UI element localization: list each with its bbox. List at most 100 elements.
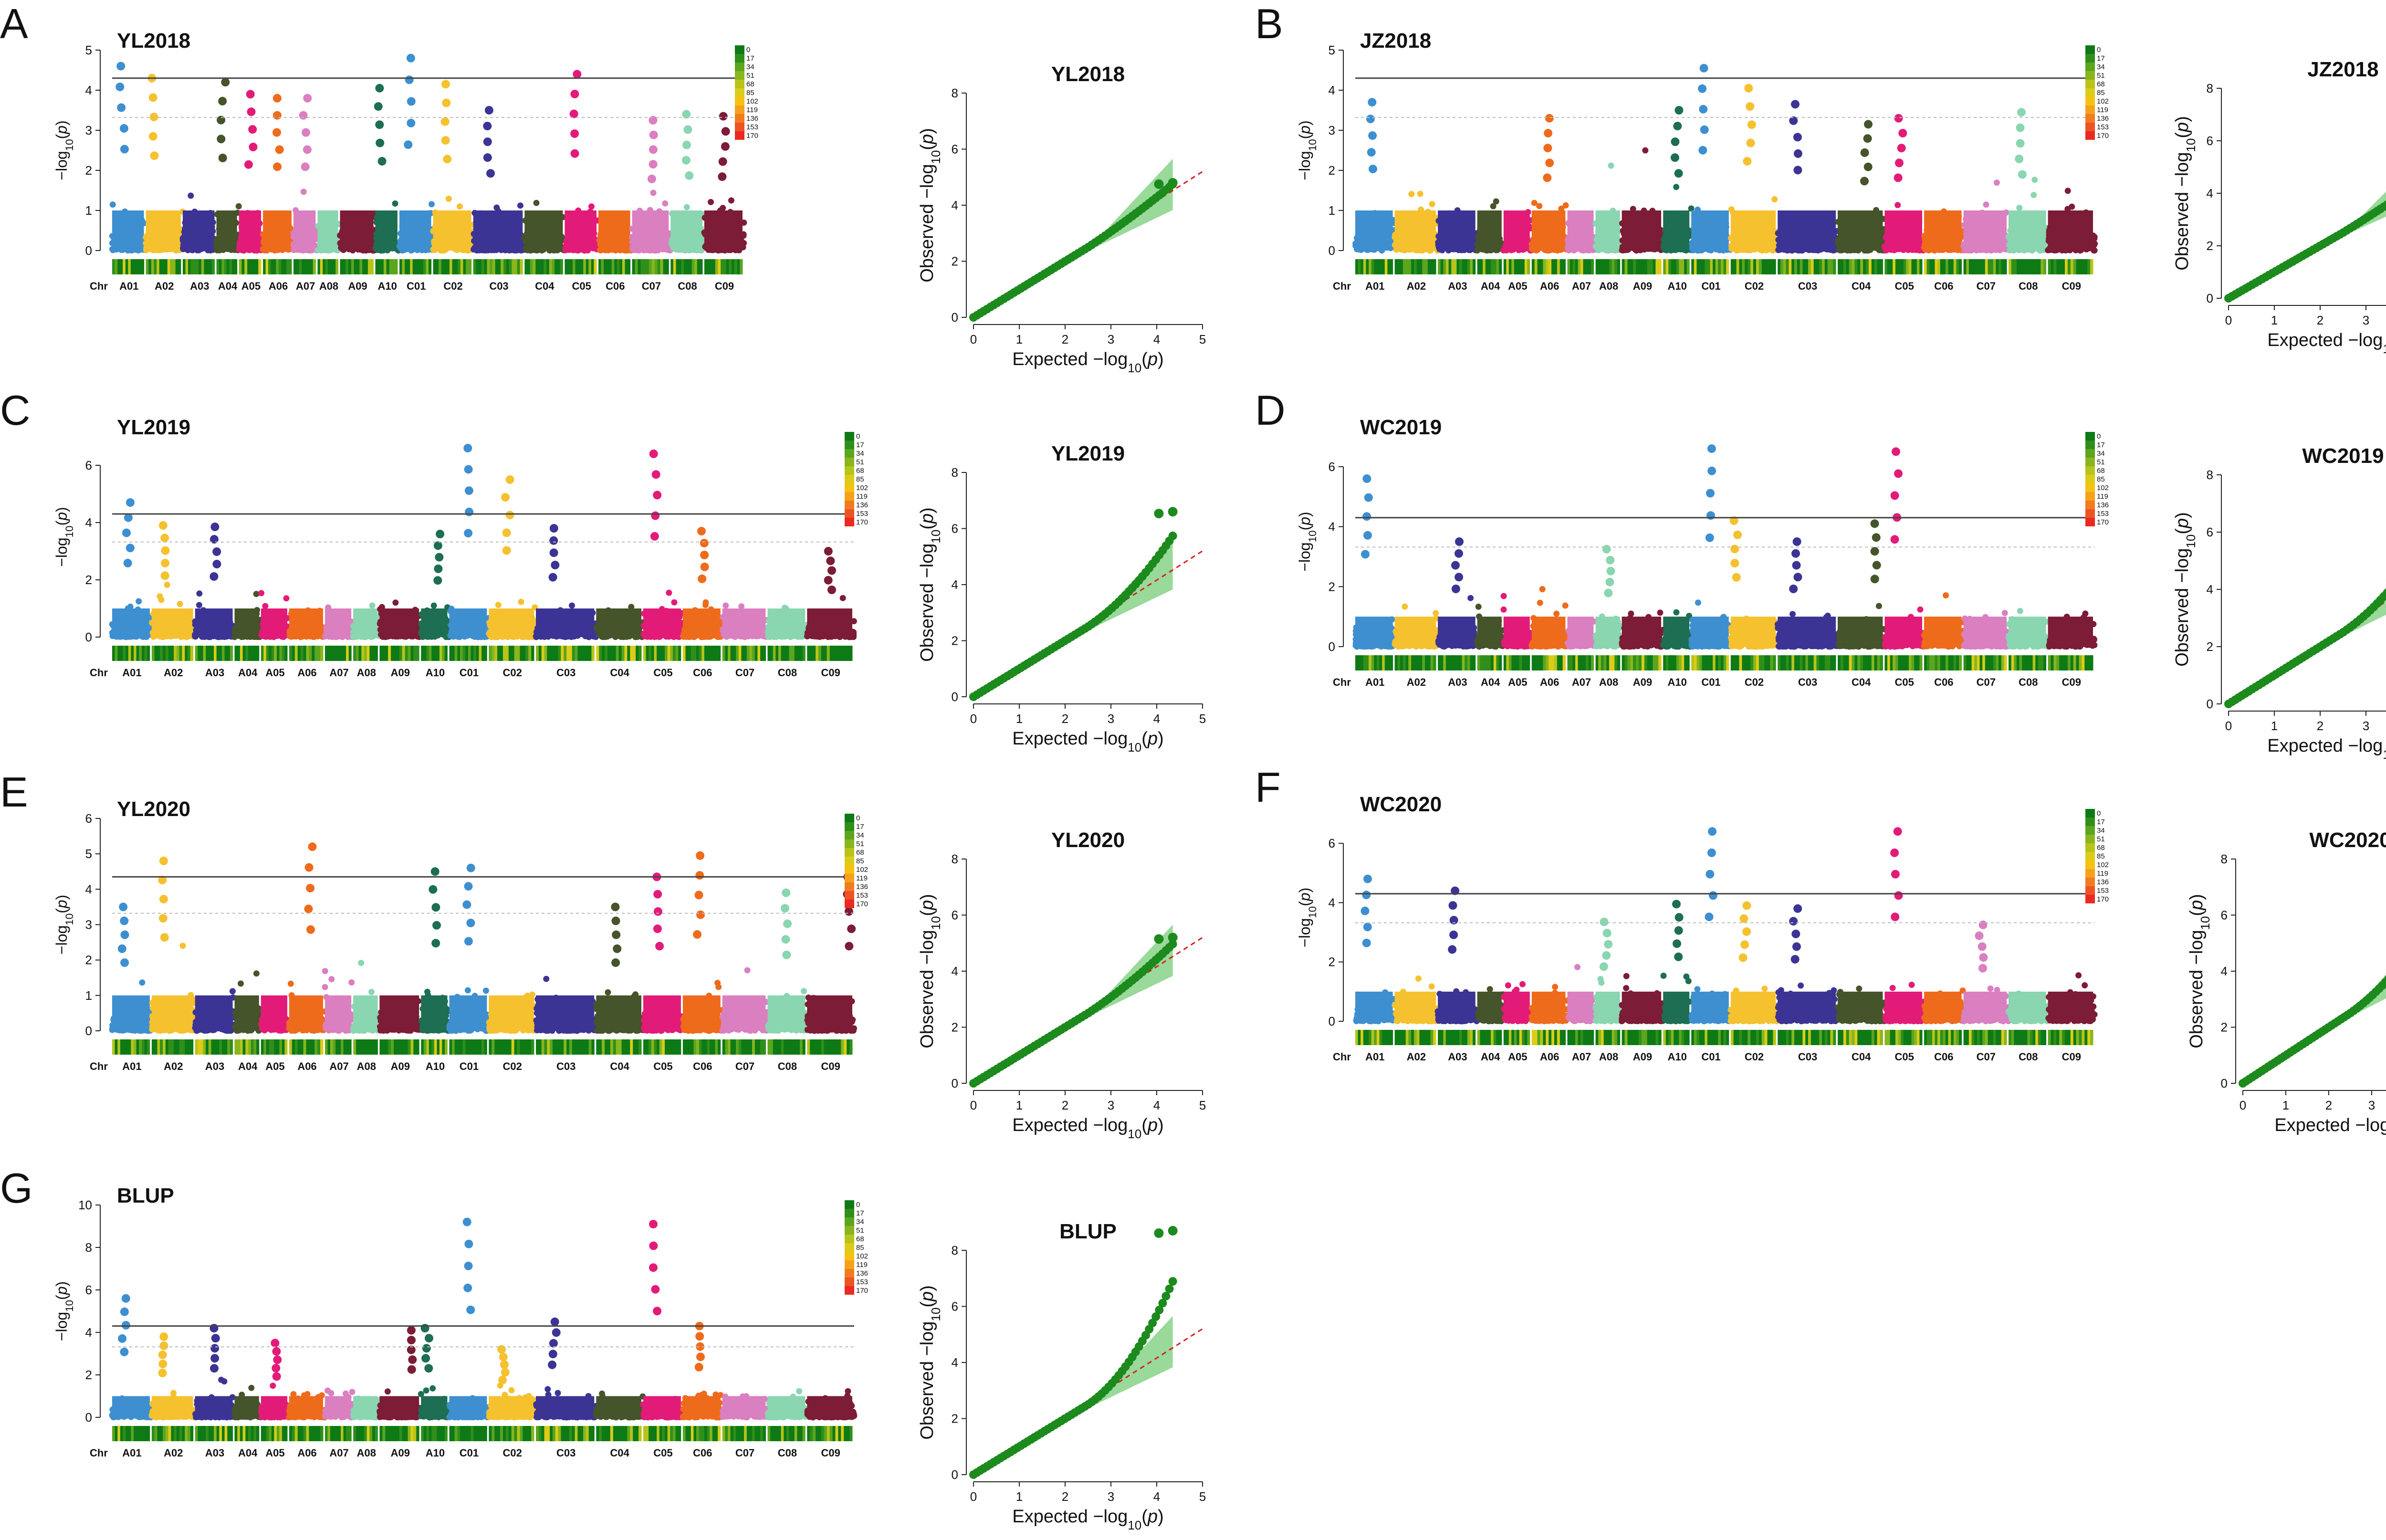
peak-snp-point: [407, 54, 415, 63]
snp-point: [662, 200, 668, 207]
snp-density-cell: [201, 259, 204, 274]
snp-density-cell: [286, 259, 289, 274]
snp-density-band: [632, 210, 669, 251]
chromosome-label: C01: [407, 280, 426, 292]
density-legend-swatch: [735, 131, 744, 140]
qq-ylabel: Observed −log10(p): [917, 128, 943, 283]
snp-density-cell: [199, 259, 201, 274]
snp-density-cell: [549, 259, 552, 274]
peak-snp-point: [483, 153, 492, 162]
y-tick-label: 3: [1329, 123, 1335, 137]
snp-density-cell: [232, 259, 235, 274]
snp-density-cell: [188, 259, 191, 274]
snp-density-cell: [533, 259, 535, 274]
snp-density-cell: [514, 259, 517, 274]
qq-y-tick-label: 0: [952, 310, 958, 325]
snp-density-cell: [426, 259, 429, 274]
snp-density-cell: [395, 259, 398, 274]
y-tick-label: 4: [1329, 83, 1335, 97]
y-tick-label: 1: [85, 203, 92, 218]
snp-density-cell: [268, 259, 271, 274]
snp-density-cell: [112, 259, 115, 274]
snp-density-cell: [418, 259, 421, 274]
peak-snp-point: [375, 84, 384, 93]
snp-density-cell: [721, 259, 723, 274]
peak-snp-point: [649, 131, 658, 139]
density-legend-label: 153: [746, 123, 758, 131]
snp-point: [720, 205, 726, 211]
snp-density-band: [1395, 210, 1436, 251]
peak-snp-point: [375, 120, 384, 129]
snp-density-cell: [117, 259, 120, 274]
chromosome-label: C03: [489, 280, 508, 292]
snp-density-cell: [666, 259, 669, 274]
snp-point: [1642, 147, 1648, 154]
peak-snp-point: [648, 175, 656, 183]
snp-density-cell: [165, 259, 167, 274]
qq-x-tick-label: 3: [1108, 332, 1114, 346]
snp-density-cell: [527, 259, 530, 274]
snp-density-cell: [455, 259, 458, 274]
snp-density-cell: [492, 259, 495, 274]
peak-snp-point: [302, 128, 310, 137]
snp-density-cell: [538, 259, 541, 274]
snp-density-cell: [689, 259, 692, 274]
peak-snp-point: [571, 149, 579, 158]
peak-snp-point: [570, 110, 578, 118]
density-legend-label: 68: [746, 80, 754, 88]
peak-snp-point: [570, 90, 579, 98]
peak-snp-point: [217, 135, 225, 143]
density-legend-swatch: [735, 63, 744, 71]
qq-top-point: [1154, 179, 1163, 189]
snp-density-band: [598, 210, 630, 251]
snp-density-cell: [692, 259, 695, 274]
peak-snp-point: [719, 112, 728, 121]
snp-density-cell: [423, 259, 426, 274]
peak-snp-point: [570, 129, 579, 138]
snp-density-band: [217, 210, 237, 251]
snp-density-cell: [219, 259, 222, 274]
peak-snp-point: [273, 94, 282, 103]
snp-density-cell: [146, 259, 149, 274]
density-legend-swatch: [735, 80, 744, 88]
manhattan-ylabel: −log10(p): [53, 120, 75, 180]
snp-density-cell: [694, 259, 697, 274]
snp-density-cell: [289, 259, 292, 274]
snp-density-cell: [640, 259, 643, 274]
snp-point: [2030, 192, 2037, 198]
snp-point: [1429, 201, 1435, 207]
snp-point: [1894, 202, 1901, 208]
snp-density-cell: [204, 259, 207, 274]
peak-snp-point: [649, 160, 658, 168]
peak-snp-point: [378, 157, 387, 166]
snp-density-cell: [433, 259, 436, 274]
peak-snp-point: [275, 146, 284, 154]
snp-density-cell: [250, 259, 253, 274]
snp-density-cell: [598, 259, 601, 274]
peak-snp-point: [374, 102, 383, 111]
density-legend-swatch: [735, 54, 744, 63]
snp-density-cell: [159, 259, 162, 274]
snp-density-cell: [484, 259, 487, 274]
peak-snp-point: [301, 162, 310, 171]
snp-density-cell: [392, 259, 395, 274]
snp-point: [1408, 191, 1414, 197]
snp-density-cell: [402, 259, 405, 274]
peak-snp-point: [150, 113, 158, 121]
snp-density-cell: [279, 259, 282, 274]
snp-point: [650, 190, 657, 196]
snp-point: [1994, 179, 2000, 186]
snp-density-cell: [652, 259, 655, 274]
snp-density-cell: [196, 259, 199, 274]
snp-density-cell: [604, 259, 607, 274]
snp-point: [534, 200, 540, 206]
snp-density-cell: [447, 259, 450, 274]
snp-density-band: [1477, 210, 1502, 251]
snp-density-cell: [509, 259, 512, 274]
snp-density-cell: [162, 259, 165, 274]
snp-density-cell: [351, 259, 354, 274]
snp-density-band: [183, 210, 215, 251]
peak-snp-point: [485, 106, 493, 115]
qq-xlabel: Expected −log10(p): [1012, 349, 1163, 375]
snp-density-band: [318, 210, 338, 251]
